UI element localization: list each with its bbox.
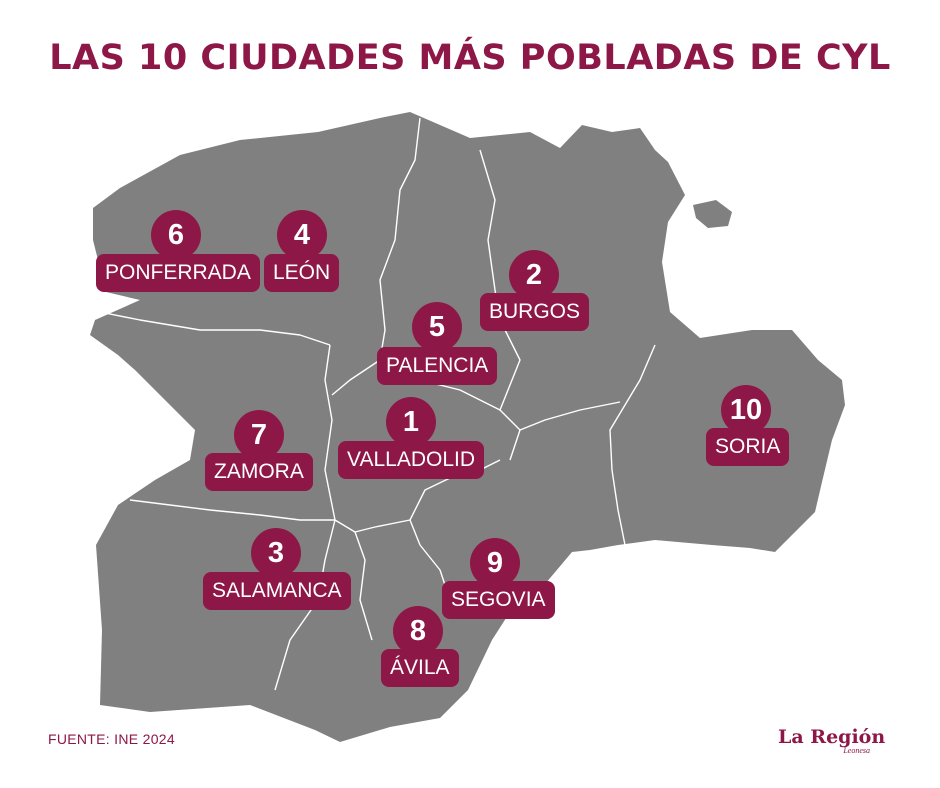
source-note: FUENTE: INE 2024: [48, 731, 175, 747]
rank-badge: 9: [470, 538, 520, 588]
rank-badge: 4: [277, 210, 327, 260]
logo-name: La Región: [778, 726, 886, 748]
rank-badge: 8: [393, 606, 443, 656]
logo-sub: Leonesa: [843, 746, 870, 755]
city-label: SEGOVIA: [442, 581, 555, 619]
rank-badge: 10: [721, 385, 771, 435]
rank-badge: 1: [386, 397, 436, 447]
city-label: PONFERRADA: [96, 254, 260, 292]
city-label: ZAMORA: [205, 453, 313, 491]
city-label: VALLADOLID: [338, 441, 484, 479]
city-label: LEÓN: [264, 254, 340, 292]
brand-logo: La Región Leonesa: [778, 726, 885, 760]
enclave-shape: [693, 200, 732, 228]
rank-badge: 2: [509, 250, 559, 300]
city-label: PALENCIA: [377, 347, 498, 385]
city-label: SALAMANCA: [203, 572, 351, 610]
rank-badge: 3: [251, 528, 301, 578]
city-label: ÁVILA: [381, 649, 459, 687]
city-label: SORIA: [706, 428, 790, 466]
city-label: BURGOS: [480, 293, 590, 331]
rank-badge: 6: [151, 210, 201, 260]
page-title: LAS 10 CIUDADES MÁS POBLADAS DE CYL: [49, 38, 891, 78]
rank-badge: 7: [234, 410, 284, 460]
rank-badge: 5: [412, 302, 462, 352]
